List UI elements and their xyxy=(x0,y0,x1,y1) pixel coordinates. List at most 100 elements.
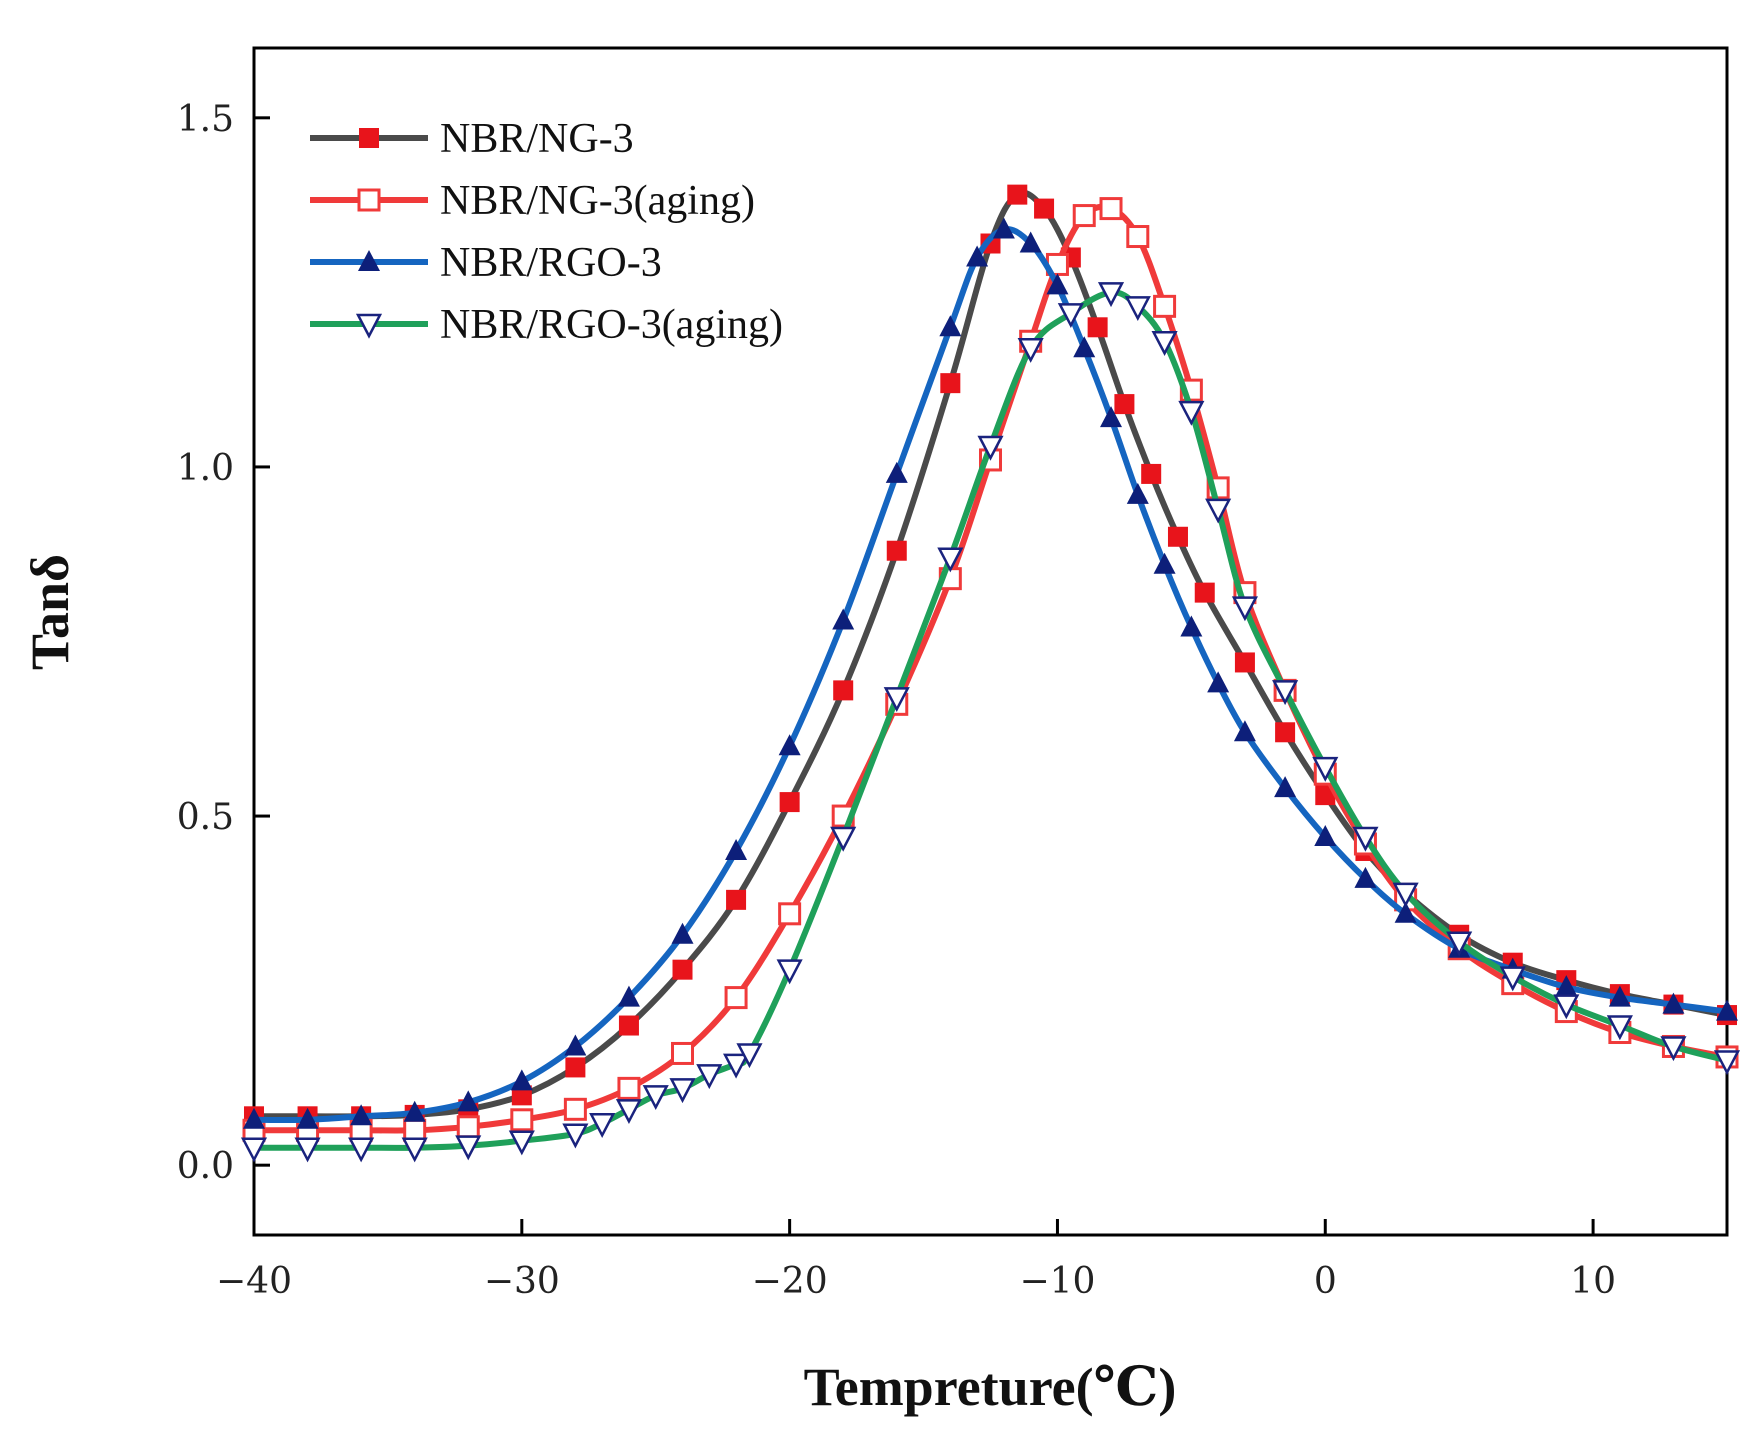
data-point xyxy=(1272,680,1299,706)
data-point xyxy=(1354,866,1377,888)
data-point xyxy=(779,792,800,813)
legend-marker xyxy=(357,188,381,212)
x-tick-label: −10 xyxy=(1019,1261,1095,1302)
data-point xyxy=(778,734,801,756)
data-point xyxy=(776,959,803,985)
data-point xyxy=(1713,1050,1741,1076)
data-point xyxy=(883,687,910,713)
y-tick-label: 0.5 xyxy=(177,797,234,838)
data-point xyxy=(736,1043,763,1069)
data-point xyxy=(1314,825,1337,847)
data-point xyxy=(1180,615,1203,637)
data-point xyxy=(403,1100,426,1122)
data-point xyxy=(1153,294,1177,318)
data-point xyxy=(992,217,1015,239)
data-point xyxy=(1662,992,1685,1014)
data-point xyxy=(1392,882,1419,908)
data-point xyxy=(456,1115,480,1139)
data-point xyxy=(1167,526,1188,547)
data-point xyxy=(725,838,748,860)
data-point xyxy=(1205,498,1232,524)
data-point xyxy=(589,1113,616,1138)
legend-label: NBR/NG-3(aging) xyxy=(440,178,755,224)
data-point xyxy=(457,1090,480,1112)
data-point xyxy=(565,1057,586,1078)
data-point xyxy=(508,1130,535,1156)
data-point xyxy=(350,1104,373,1126)
data-point xyxy=(723,1053,750,1079)
x-tick-label: 10 xyxy=(1570,1261,1616,1302)
data-point xyxy=(1126,225,1150,249)
legend-label: NBR/NG-3 xyxy=(440,116,634,162)
data-point xyxy=(1178,400,1205,426)
data-point xyxy=(778,902,802,926)
data-point xyxy=(563,1097,587,1121)
data-point xyxy=(1099,197,1123,221)
data-point xyxy=(672,959,693,980)
data-point xyxy=(726,889,747,910)
data-point xyxy=(1716,999,1738,1021)
legend-label: NBR/RGO-3(aging) xyxy=(440,302,783,348)
data-point xyxy=(510,1108,534,1132)
data-point xyxy=(1207,671,1230,693)
x-axis-title: Tempreture(℃) xyxy=(804,1357,1177,1417)
data-point xyxy=(510,1069,533,1091)
data-point xyxy=(1151,331,1178,356)
data-point xyxy=(833,680,854,701)
data-point xyxy=(939,315,962,337)
legend-item: NBR/NG-3(aging) xyxy=(310,178,755,224)
data-point xyxy=(940,373,961,394)
data-point xyxy=(243,1107,265,1129)
data-point xyxy=(885,461,908,483)
data-point xyxy=(1126,482,1149,504)
data-point xyxy=(642,1085,669,1111)
data-point xyxy=(724,986,748,1010)
data-point xyxy=(1017,337,1044,363)
legend-item: NBR/NG-3 xyxy=(310,116,634,162)
data-point xyxy=(1072,204,1096,228)
data-point xyxy=(1007,184,1028,205)
legend-label: NBR/RGO-3 xyxy=(440,240,662,286)
data-point xyxy=(564,1034,587,1056)
data-point xyxy=(1274,776,1297,798)
data-point xyxy=(1312,756,1339,782)
y-axis-title: Tanδ xyxy=(20,554,80,670)
data-point xyxy=(1100,406,1123,428)
axes-layer: −40 −30 −20 −10 0 10 0.0 0.5 1.0 1.5 xyxy=(177,99,1616,1302)
data-point xyxy=(348,1137,375,1163)
data-point xyxy=(455,1135,482,1161)
series-line xyxy=(251,289,1730,1151)
data-point xyxy=(1046,273,1069,295)
data-point xyxy=(1660,1036,1687,1062)
data-point xyxy=(562,1123,589,1149)
data-point xyxy=(1194,582,1215,603)
data-point xyxy=(617,1076,641,1100)
data-point xyxy=(1034,198,1055,219)
data-point xyxy=(1124,296,1151,322)
legend-item: NBR/RGO-3(aging) xyxy=(310,302,783,348)
series-layer xyxy=(240,184,1741,1163)
data-point xyxy=(1231,596,1258,622)
data-point xyxy=(618,1015,639,1036)
data-point xyxy=(1446,931,1473,957)
data-point xyxy=(886,540,907,561)
data-point xyxy=(294,1137,321,1163)
data-point xyxy=(1087,317,1108,338)
data-point xyxy=(937,547,964,573)
legend-marker xyxy=(359,128,379,148)
legend-marker xyxy=(355,313,383,339)
data-point xyxy=(1606,1015,1633,1041)
y-tick-label: 1.0 xyxy=(177,448,234,489)
data-point xyxy=(401,1137,428,1163)
y-tick-label: 1.5 xyxy=(177,99,234,140)
data-point xyxy=(696,1064,723,1090)
x-tick-label: 0 xyxy=(1314,1261,1337,1302)
data-point xyxy=(1315,785,1336,806)
data-point xyxy=(1153,552,1176,574)
data-point xyxy=(832,608,855,630)
y-tick-label: 0.0 xyxy=(177,1146,234,1187)
data-point xyxy=(1275,722,1296,743)
data-point xyxy=(1608,985,1631,1007)
data-point xyxy=(1073,336,1096,358)
